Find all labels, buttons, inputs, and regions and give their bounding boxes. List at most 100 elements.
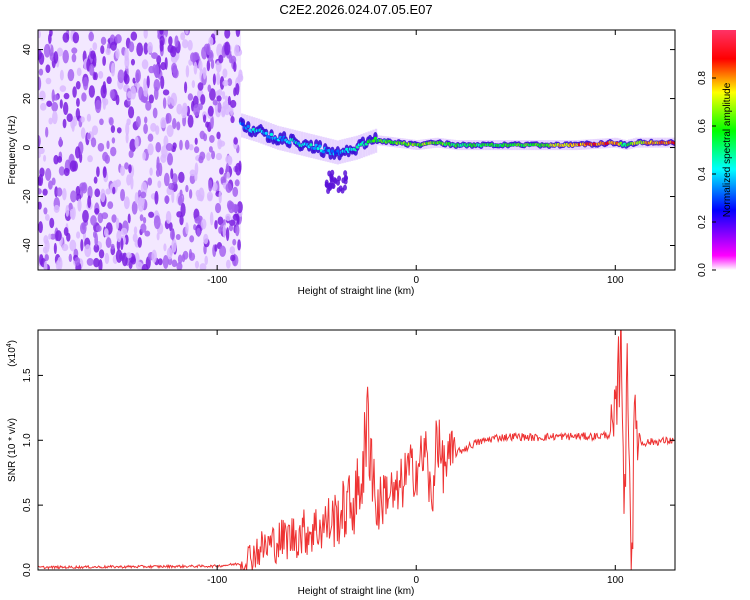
y-tick-label: 0.0 bbox=[22, 563, 33, 577]
noise-blob bbox=[62, 118, 67, 129]
noise-blob bbox=[219, 76, 225, 90]
x-tick-label: 0 bbox=[413, 275, 419, 286]
noise-blob bbox=[228, 224, 234, 232]
signal-halo bbox=[267, 122, 270, 147]
noise-blob bbox=[201, 218, 207, 230]
y-tick-label: -20 bbox=[22, 189, 33, 204]
noise-blob bbox=[233, 61, 237, 72]
noise-blob bbox=[150, 122, 157, 132]
noise-blob bbox=[141, 59, 149, 70]
noise-blob bbox=[71, 121, 75, 132]
noise-blob bbox=[98, 259, 103, 270]
noise-blob bbox=[38, 221, 43, 234]
spectrogram-y-ticks: -40 -20 0 20 40 bbox=[22, 44, 675, 253]
noise-blob bbox=[232, 186, 239, 197]
noise-blob bbox=[49, 233, 57, 240]
noise-blob bbox=[184, 139, 190, 150]
noise-blob bbox=[62, 187, 67, 201]
noise-blob bbox=[109, 89, 115, 100]
snr-panel: -100 0 100 0.0 0.5 1.0 1.5 Height of straight… bbox=[6, 329, 676, 597]
noise-blob bbox=[45, 64, 51, 74]
noise-blob bbox=[114, 34, 122, 44]
noise-blob bbox=[153, 215, 161, 230]
noise-blob bbox=[199, 151, 206, 161]
noise-blob bbox=[55, 230, 62, 242]
noise-blob bbox=[187, 93, 194, 101]
noise-blob bbox=[191, 80, 196, 89]
noise-blob bbox=[53, 204, 60, 213]
noise-blob bbox=[116, 230, 122, 243]
noise-blob bbox=[43, 260, 48, 270]
signal-branch bbox=[343, 170, 348, 177]
noise-blob bbox=[100, 84, 107, 99]
noise-blob bbox=[179, 139, 183, 151]
noise-blob bbox=[217, 101, 222, 113]
noise-blob bbox=[114, 179, 122, 188]
noise-blob bbox=[171, 189, 175, 203]
noise-blob bbox=[147, 143, 154, 156]
noise-blob bbox=[124, 55, 130, 69]
y-tick-label: -40 bbox=[22, 238, 33, 253]
noise-blob bbox=[75, 185, 81, 196]
noise-blob bbox=[144, 230, 151, 237]
noise-blob bbox=[132, 77, 136, 84]
noise-blob bbox=[214, 244, 218, 252]
noise-blob bbox=[162, 89, 170, 96]
x-tick-label: 100 bbox=[607, 275, 624, 286]
noise-blob bbox=[96, 166, 100, 178]
noise-blob bbox=[92, 42, 98, 51]
noise-blob bbox=[53, 51, 59, 64]
noise-blob bbox=[77, 198, 82, 212]
y-tick-label: 0.5 bbox=[22, 498, 33, 512]
noise-blob bbox=[188, 189, 193, 199]
noise-blob bbox=[207, 84, 212, 93]
noise-blob bbox=[236, 201, 243, 214]
snr-scale-base: (x10 bbox=[7, 347, 18, 367]
spectrogram-y-label: Frequency (Hz) bbox=[7, 116, 18, 185]
noise-blob bbox=[128, 41, 135, 53]
noise-blob bbox=[69, 160, 77, 172]
noise-blob bbox=[179, 189, 183, 197]
noise-blob bbox=[101, 212, 109, 220]
noise-blob bbox=[225, 162, 230, 175]
spectrogram-x-label: Height of straight line (km) bbox=[298, 286, 415, 297]
noise-blob bbox=[212, 99, 218, 106]
noise-blob bbox=[194, 137, 198, 145]
noise-blob bbox=[128, 150, 134, 158]
noise-blob bbox=[88, 31, 94, 42]
noise-blob bbox=[123, 196, 130, 210]
noise-blob bbox=[132, 233, 138, 243]
noise-blob bbox=[101, 96, 106, 104]
noise-blob bbox=[198, 60, 203, 72]
noise-blob bbox=[56, 187, 63, 197]
noise-blob bbox=[218, 54, 224, 64]
noise-blob bbox=[203, 133, 208, 142]
noise-blob bbox=[80, 127, 86, 139]
noise-blob bbox=[53, 154, 59, 165]
noise-blob bbox=[232, 238, 237, 246]
noise-blob bbox=[135, 115, 141, 128]
noise-blob bbox=[147, 177, 153, 186]
noise-blob bbox=[128, 106, 135, 119]
noise-blob bbox=[131, 256, 137, 265]
noise-blob bbox=[229, 246, 236, 255]
noise-blob bbox=[53, 242, 57, 255]
noise-blob bbox=[62, 49, 69, 64]
noise-blob bbox=[140, 96, 148, 103]
noise-blob bbox=[126, 118, 131, 126]
noise-blob bbox=[62, 32, 70, 43]
noise-blob bbox=[185, 65, 190, 78]
noise-blob bbox=[61, 243, 69, 252]
noise-blob bbox=[39, 90, 46, 101]
colorbar-tick-label: 0.6 bbox=[697, 119, 708, 133]
colorbar-tick-label: 0.0 bbox=[697, 263, 708, 277]
noise-blob bbox=[168, 222, 173, 232]
signal-core bbox=[373, 136, 378, 140]
signal-core bbox=[309, 143, 313, 147]
noise-blob bbox=[52, 110, 58, 125]
noise-blob bbox=[120, 237, 124, 251]
noise-blob bbox=[151, 249, 157, 263]
noise-blob bbox=[108, 117, 114, 126]
snr-series-line bbox=[38, 330, 675, 570]
noise-blob bbox=[79, 182, 87, 192]
